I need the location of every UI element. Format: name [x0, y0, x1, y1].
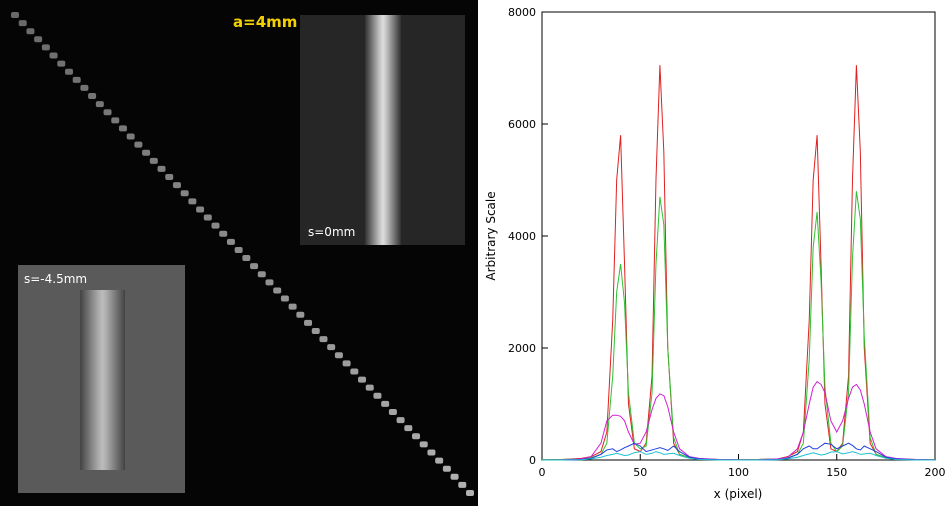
y-tick-label: 8000: [508, 6, 536, 19]
dot: [95, 101, 104, 108]
dot: [242, 255, 251, 262]
dot: [180, 190, 189, 197]
plot-frame: [541, 11, 936, 461]
dot: [72, 76, 81, 83]
dot: [172, 182, 181, 189]
y-axis-label: Arbitrary Scale: [484, 191, 498, 280]
dot: [111, 117, 120, 124]
dot: [57, 60, 66, 67]
x-tick-label: 50: [633, 466, 647, 479]
dot: [219, 230, 228, 237]
dot: [304, 319, 313, 326]
inset-bottom-label: s=-4.5mm: [24, 272, 87, 286]
y-tick-label: 2000: [508, 342, 536, 355]
inset-top-stripe: [365, 15, 401, 245]
dot: [365, 384, 374, 391]
x-tick-label: 100: [728, 466, 749, 479]
dot: [412, 433, 421, 440]
dot: [296, 311, 305, 318]
inset-top-label: s=0mm: [308, 225, 355, 239]
dot: [234, 246, 243, 253]
dot: [149, 157, 158, 164]
x-tick-label: 0: [539, 466, 546, 479]
dot: [126, 133, 135, 140]
dot: [466, 490, 474, 496]
dot: [157, 165, 166, 172]
dot: [427, 449, 436, 456]
y-tick-label: 6000: [508, 118, 536, 131]
dot: [358, 376, 367, 383]
dot: [396, 417, 405, 424]
inset-bottom-stripe: [80, 290, 125, 470]
dot: [34, 36, 43, 43]
dot: [18, 20, 27, 27]
dot: [134, 141, 143, 148]
dot: [311, 327, 320, 334]
dot: [196, 206, 205, 213]
x-axis-label: x (pixel): [714, 487, 763, 501]
y-tick-label: 4000: [508, 230, 536, 243]
dot: [211, 222, 220, 229]
dot: [257, 271, 266, 278]
y-tick-label: 0: [529, 454, 536, 467]
image-label: a=4mm: [233, 13, 297, 31]
dot: [118, 125, 127, 132]
dot: [458, 481, 467, 488]
dot: [250, 263, 259, 270]
dot: [103, 109, 112, 116]
dot: [381, 400, 390, 407]
dot: [319, 336, 328, 343]
dot: [226, 238, 235, 245]
dot: [342, 360, 351, 367]
dot: [350, 368, 359, 375]
dot: [327, 344, 336, 351]
series-line: [542, 451, 935, 461]
dot: [419, 441, 428, 448]
dot: [80, 84, 89, 91]
dot: [450, 473, 459, 480]
dot: [49, 52, 58, 59]
dot: [373, 392, 382, 399]
dot: [26, 28, 35, 35]
dot: [265, 279, 274, 286]
x-tick-label: 150: [826, 466, 847, 479]
dot: [88, 93, 97, 100]
dot: [273, 287, 282, 294]
dot: [64, 68, 73, 75]
dot: [203, 214, 212, 221]
dot: [288, 303, 297, 310]
diffraction-dots: [11, 12, 474, 496]
dot: [142, 149, 151, 156]
dot: [404, 425, 413, 432]
dot: [41, 44, 50, 51]
dot: [280, 295, 289, 302]
dot: [435, 457, 444, 464]
dot: [165, 174, 174, 181]
series-line: [541, 380, 936, 461]
series-line: [541, 191, 936, 461]
dot: [442, 465, 451, 472]
dot: [11, 12, 19, 18]
dot: [188, 198, 197, 205]
series-line: [541, 65, 936, 461]
dot: [388, 408, 397, 415]
x-tick-label: 200: [925, 466, 946, 479]
dot: [334, 352, 343, 359]
